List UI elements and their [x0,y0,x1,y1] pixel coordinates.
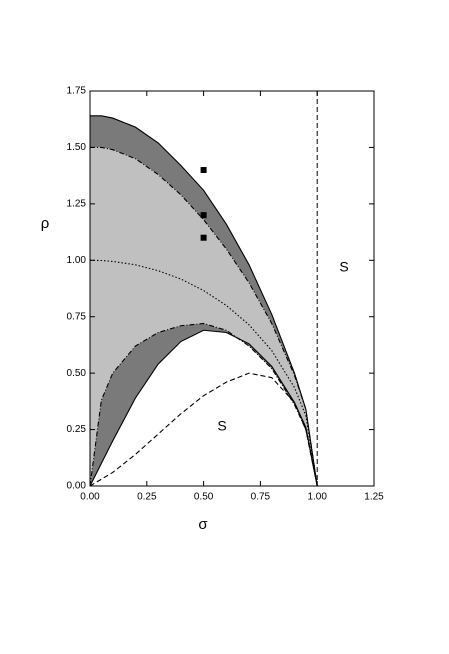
x-axis-label: σ [198,516,208,533]
x-tick-label: 1.00 [307,492,327,503]
y-tick-label: 0.75 [67,311,87,322]
band [90,323,318,486]
x-tick-label: 1.25 [364,492,384,503]
y-tick-label: 0.00 [67,481,87,492]
curve [89,329,318,487]
plot-frame [89,90,375,487]
point [200,234,207,241]
y-tick-label: 0.25 [67,424,87,435]
annotation: S [217,418,226,434]
point [200,167,207,173]
y-axis-label: ρ [41,215,50,232]
x-tick-label: 0.50 [194,492,214,503]
y-tick-label: 1.75 [67,86,87,97]
plot-area [89,90,375,487]
curve [89,322,318,487]
x-tick-label: 0.25 [137,492,157,503]
y-tick-label: 1.25 [67,198,87,209]
band [90,147,318,486]
annotation: S [339,259,348,275]
y-tick-label: 0.50 [67,368,87,379]
curve [89,372,318,487]
y-tick-label: 1.50 [67,142,87,153]
curve [90,146,318,487]
point [200,212,207,219]
x-tick-label: 0.75 [251,492,271,503]
curve [90,115,318,487]
x-tick-label: 0.00 [80,492,100,503]
y-tick-label: 1.00 [67,255,87,266]
